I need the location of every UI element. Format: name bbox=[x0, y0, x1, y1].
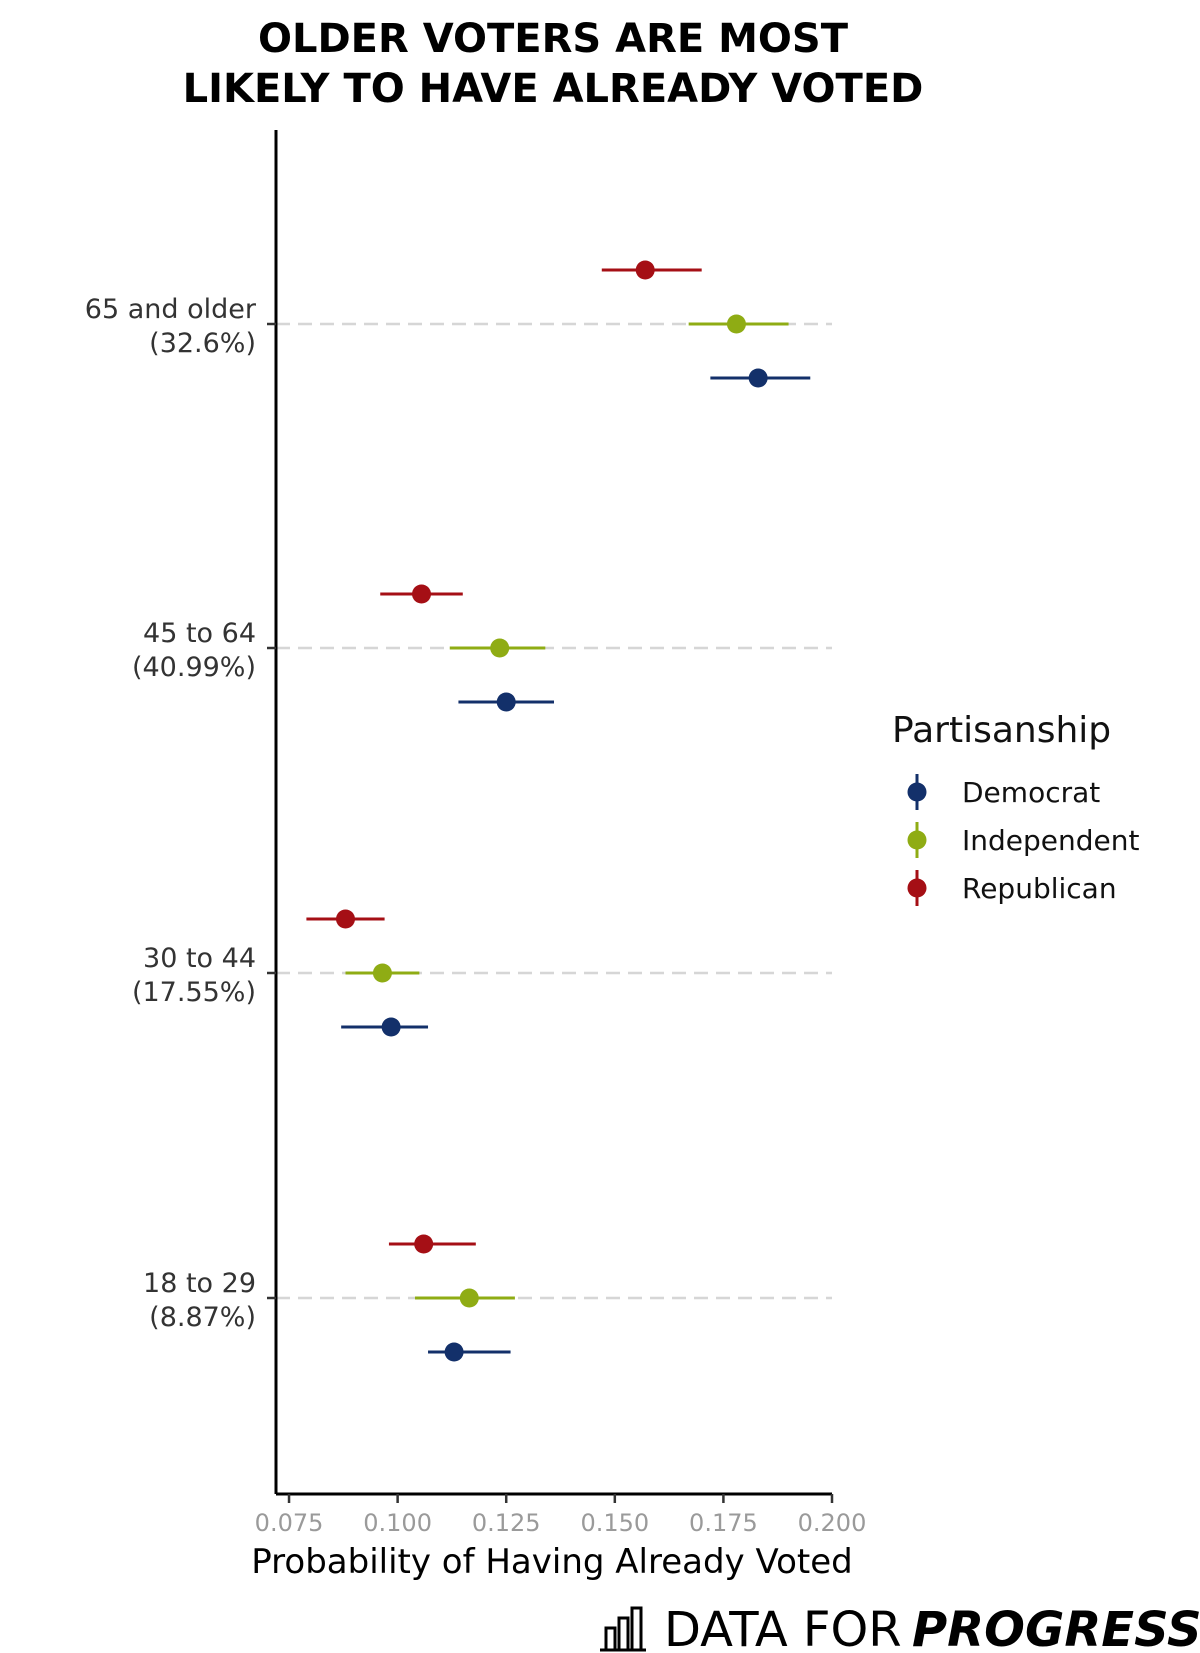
republican-point bbox=[412, 584, 432, 604]
y-tick-label-line-1: 45 to 64 bbox=[143, 618, 256, 649]
legend-title: Partisanship bbox=[892, 710, 1111, 751]
independent-point bbox=[726, 314, 746, 334]
y-tick-label-line-1: 65 and older bbox=[85, 294, 257, 325]
grid-lines bbox=[276, 322, 832, 1300]
chart-title-line-1: OLDER VOTERS ARE MOST bbox=[258, 16, 849, 62]
independent-point bbox=[459, 1288, 479, 1308]
x-tick-label: 0.100 bbox=[363, 1509, 432, 1537]
y-tick-label-line-2: (32.6%) bbox=[149, 328, 256, 359]
democrat-point bbox=[496, 692, 516, 712]
axes bbox=[274, 130, 832, 1496]
chart-title-line-2: LIKELY TO HAVE ALREADY VOTED bbox=[183, 66, 924, 112]
brand-text-regular: DATA FOR bbox=[664, 1602, 902, 1653]
y-tick-labels: 65 and older(32.6%) 45 to 64(40.99%) 30 to… bbox=[85, 294, 276, 1333]
x-tick-label: 0.125 bbox=[472, 1509, 541, 1537]
x-tick-label: 0.200 bbox=[798, 1509, 867, 1537]
y-tick-label-line-1: 18 to 29 bbox=[143, 1268, 256, 1299]
y-tick-label-line-2: (40.99%) bbox=[132, 652, 256, 683]
x-axis-title: Probability of Having Already Voted bbox=[251, 1542, 852, 1582]
y-tick-label-line-2: (8.87%) bbox=[149, 1302, 256, 1333]
x-tick-labels: 0.075 0.100 0.125 0.150 0.175 0.200 bbox=[255, 1494, 867, 1537]
republican-point bbox=[414, 1234, 434, 1254]
legend: Partisanship Democrat Independent Republic… bbox=[892, 710, 1139, 906]
y-tick-label-line-1: 30 to 44 bbox=[143, 943, 256, 974]
independent-point bbox=[372, 963, 392, 983]
bar-chart-icon bbox=[600, 1606, 646, 1652]
chart-title: OLDER VOTERS ARE MOST LIKELY TO HAVE ALR… bbox=[183, 16, 924, 112]
legend-label-independent: Independent bbox=[962, 824, 1139, 857]
branding: DATA FOR PROGRESS bbox=[600, 1602, 1200, 1653]
legend-label-republican: Republican bbox=[962, 872, 1117, 905]
republican-point bbox=[635, 260, 655, 280]
data-marks bbox=[306, 260, 811, 1362]
legend-key-democrat-point bbox=[907, 782, 927, 802]
democrat-point bbox=[748, 368, 768, 388]
legend-key-independent-point bbox=[907, 830, 927, 850]
brand-text-bold: PROGRESS bbox=[912, 1602, 1200, 1653]
x-tick-label: 0.075 bbox=[255, 1509, 324, 1537]
democrat-point bbox=[381, 1017, 401, 1037]
x-tick-label: 0.175 bbox=[689, 1509, 758, 1537]
republican-point bbox=[336, 909, 355, 929]
legend-label-democrat: Democrat bbox=[962, 776, 1100, 809]
legend-entries: Democrat Independent Republican bbox=[907, 774, 1139, 906]
x-tick-label: 0.150 bbox=[580, 1509, 649, 1537]
independent-point bbox=[490, 638, 510, 658]
legend-key-republican-point bbox=[907, 878, 927, 898]
democrat-point bbox=[444, 1342, 464, 1362]
y-tick-label-line-2: (17.55%) bbox=[132, 977, 256, 1008]
